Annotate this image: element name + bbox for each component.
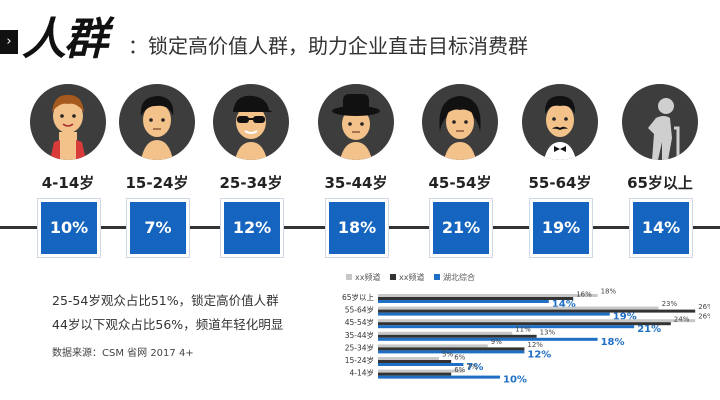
age-label: 4-14岁 <box>41 174 95 192</box>
data-source: 数据来源：CSM 省网 2017 4+ <box>52 348 194 359</box>
bar <box>378 331 513 335</box>
bar <box>378 300 549 303</box>
note-line-1: 25-54岁观众占比51%，锁定高价值人群 <box>52 293 279 308</box>
highlight-value-label: 7% <box>466 362 483 373</box>
value-label: 6% <box>454 366 465 374</box>
bar <box>378 344 488 348</box>
legend-label: 湖北综合 <box>443 272 475 282</box>
bar <box>378 334 537 338</box>
avatar-elderly-icon <box>622 84 698 160</box>
category-label: 15-24岁 <box>345 355 374 365</box>
avatar-long-hair-man-icon <box>422 84 498 160</box>
category-label: 45-54岁 <box>345 317 374 327</box>
legend-label: xx频道 <box>355 272 380 282</box>
value-label: 16% <box>576 291 592 299</box>
bar <box>378 337 598 341</box>
bar <box>378 325 635 329</box>
category-label: 4-14岁 <box>349 368 374 378</box>
age-group-row: 4-14岁 15-24岁 25-34岁 35-44岁 45-54岁 55-64岁… <box>0 84 720 258</box>
bar <box>378 297 574 300</box>
value-label: 24% <box>674 316 690 324</box>
bar <box>378 319 696 323</box>
bar <box>378 350 525 354</box>
pct-box: 10% <box>37 198 101 258</box>
pct-box: 14% <box>629 198 693 258</box>
avatar-hat-man-icon <box>318 84 394 160</box>
avatar-mustache-man-icon <box>522 84 598 160</box>
age-label: 35-44岁 <box>324 174 388 192</box>
bar <box>378 306 659 310</box>
highlight-value-label: 12% <box>527 349 551 360</box>
pct-box: 18% <box>325 198 389 258</box>
age-label: 25-34岁 <box>219 174 283 192</box>
value-label: 5% <box>442 351 453 359</box>
bar <box>378 294 598 297</box>
age-label: 55-64岁 <box>528 174 592 192</box>
highlight-value-label: 14% <box>552 299 576 310</box>
value-label: 12% <box>527 341 543 349</box>
highlight-value-label: 10% <box>503 375 527 386</box>
highlight-value-label: 19% <box>613 312 637 323</box>
category-label: 65岁以上 <box>342 292 375 302</box>
avatar-young-man-icon <box>119 84 195 160</box>
value-label: 6% <box>454 354 465 362</box>
bar <box>378 360 452 363</box>
page-subtitle: ：锁定高价值人群，助力企业直击目标消费群 <box>128 34 528 58</box>
highlight-value-label: 21% <box>637 324 661 335</box>
legend-swatch <box>390 274 396 280</box>
bar <box>378 363 464 366</box>
legend-swatch <box>434 274 440 280</box>
pct-box: 12% <box>220 198 284 258</box>
bar <box>378 357 439 360</box>
highlight-value-label: 18% <box>601 337 625 348</box>
age-label: 65岁以上 <box>627 174 693 192</box>
note-line-2: 44岁以下观众占比56%，频道年轻化明显 <box>52 317 284 332</box>
category-label: 25-34岁 <box>345 342 374 352</box>
value-label: 9% <box>491 338 502 346</box>
category-label: 35-44岁 <box>345 330 374 340</box>
value-label: 13% <box>540 328 556 336</box>
pct-box: 21% <box>429 198 493 258</box>
legend-swatch <box>346 274 352 280</box>
bar <box>378 375 500 379</box>
bar <box>378 372 452 376</box>
value-label: 26% <box>698 303 710 311</box>
pct-box: 7% <box>126 198 190 258</box>
category-label: 55-64岁 <box>345 305 374 315</box>
pct-box: 19% <box>529 198 593 258</box>
legend-label: xx频道 <box>399 272 424 282</box>
avatar-child-icon <box>30 84 106 160</box>
value-label: 7% <box>466 363 477 371</box>
age-label: 15-24岁 <box>125 174 189 192</box>
value-label: 26% <box>698 313 710 321</box>
avatar-cap-sunglasses-icon <box>213 84 289 160</box>
bar <box>378 312 610 316</box>
value-label: 23% <box>662 300 678 308</box>
section-arrow: › <box>0 30 18 54</box>
bar <box>378 369 464 373</box>
value-label: 18% <box>601 288 617 296</box>
value-label: 11% <box>515 325 531 333</box>
page-title: 人群 <box>22 14 108 65</box>
bar <box>378 347 525 351</box>
age-label: 45-54岁 <box>428 174 492 192</box>
viewership-bar-chart: xx频道 xx频道 湖北综合 65岁以上 18% 16%14% 55-64岁 23% 26% 19… <box>342 272 710 386</box>
bar <box>378 322 671 326</box>
bar <box>378 309 696 313</box>
